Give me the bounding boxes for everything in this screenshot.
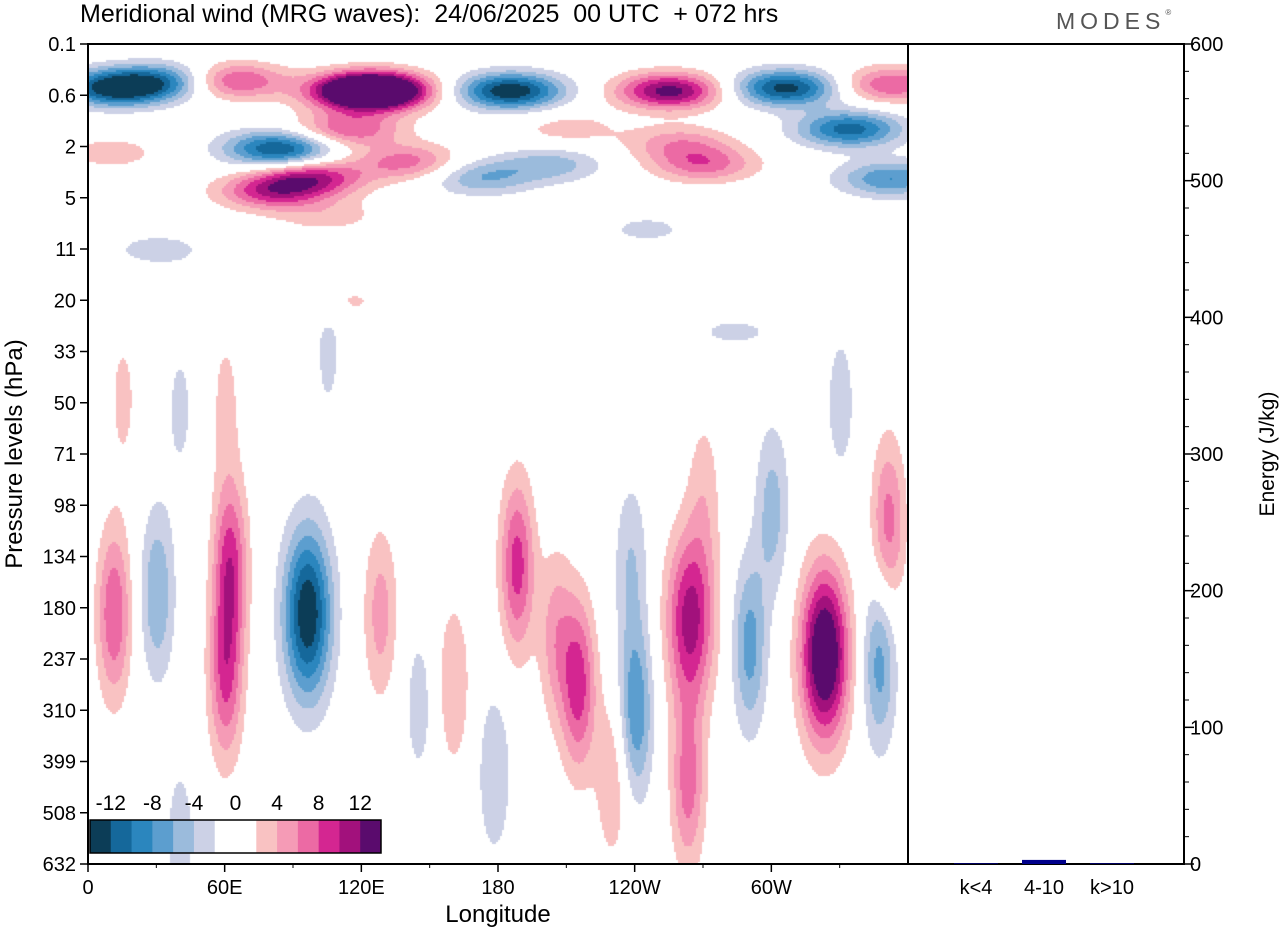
colorbar-swatch bbox=[193, 820, 216, 853]
y-tick-label: 399 bbox=[43, 752, 76, 774]
x-axis-label: Longitude bbox=[445, 901, 550, 928]
y-tick-label: 0.6 bbox=[48, 85, 76, 107]
colorbar-legend: -12 -8 -4 0 4 8 12 bbox=[89, 792, 382, 854]
chart-title: Meridional wind (MRG waves): 24/06/2025 … bbox=[80, 0, 779, 28]
x-tick-label: 0 bbox=[82, 877, 93, 899]
colorbar-swatch bbox=[235, 820, 257, 853]
colorbar-label: -4 bbox=[185, 792, 204, 815]
energy-category-label: 4-10 bbox=[1024, 877, 1064, 899]
modes-logo: MODES® bbox=[1056, 8, 1172, 34]
colorbar-swatch bbox=[131, 820, 153, 853]
colorbar-swatch bbox=[152, 820, 174, 853]
logo-text: MODES bbox=[1056, 8, 1166, 34]
y-tick-label: 50 bbox=[54, 393, 76, 415]
y-tick-label: 237 bbox=[43, 649, 76, 671]
y-tick-label: 20 bbox=[54, 290, 76, 312]
energy-category-label: k>10 bbox=[1090, 877, 1134, 899]
colorbar-swatch bbox=[318, 820, 340, 853]
colorbar-swatch bbox=[173, 820, 195, 853]
energy-bar bbox=[1090, 863, 1134, 864]
x-tick-label: 120E bbox=[338, 877, 385, 899]
colorbar-swatch bbox=[297, 820, 320, 853]
colorbar-label: -8 bbox=[143, 792, 162, 815]
colorbar-label: -12 bbox=[96, 792, 126, 815]
energy-bar bbox=[954, 863, 998, 864]
energy-tick-label: 300 bbox=[1190, 444, 1223, 466]
colorbar-label: 4 bbox=[271, 792, 283, 815]
y-tick-label: 33 bbox=[54, 342, 76, 364]
longitude-axis: 0 60E 120E 180 120W 60W bbox=[82, 864, 841, 899]
energy-tick-label: 100 bbox=[1190, 717, 1223, 739]
y-tick-label: 310 bbox=[43, 700, 76, 722]
pressure-axis: 0.1 0.6 2 5 11 20 33 50 71 98 134 180 237 310 399 508 63… bbox=[43, 34, 88, 876]
y-tick-label: 2 bbox=[65, 137, 76, 159]
colorbar-label: 12 bbox=[349, 792, 372, 815]
y-tick-label: 632 bbox=[43, 854, 76, 876]
colorbar-swatch bbox=[90, 820, 112, 853]
colorbar-swatch bbox=[110, 820, 133, 853]
colorbar-swatch bbox=[214, 820, 236, 853]
energy-frame bbox=[907, 43, 1185, 865]
energy-bar bbox=[1022, 859, 1066, 864]
energy-tick-label: 0 bbox=[1190, 854, 1201, 876]
y-tick-label: 508 bbox=[43, 803, 76, 825]
y-tick-label: 11 bbox=[55, 239, 76, 261]
colorbar-border bbox=[89, 819, 382, 854]
x-tick-label: 60E bbox=[207, 877, 243, 899]
y-tick-label: 134 bbox=[43, 547, 76, 569]
y-tick-label: 71 bbox=[54, 444, 76, 466]
y-tick-label: 5 bbox=[65, 188, 76, 210]
energy-axis: 0 100 200 300 400 500 600 bbox=[1184, 34, 1223, 876]
energy-axis-label: Energy (J/kg) bbox=[1256, 392, 1279, 517]
x-tick-label: 120W bbox=[609, 877, 661, 899]
x-tick-label: 180 bbox=[481, 877, 514, 899]
y-tick-label: 0.1 bbox=[48, 34, 76, 56]
y-tick-label: 98 bbox=[54, 495, 76, 517]
colorbar-label: 8 bbox=[313, 792, 325, 815]
colorbar-swatch bbox=[339, 820, 361, 853]
energy-tick-label: 400 bbox=[1190, 307, 1223, 329]
colorbar-swatch bbox=[277, 820, 299, 853]
colorbar-swatch bbox=[256, 820, 278, 853]
heatmap-field bbox=[88, 44, 908, 864]
colorbar-swatch bbox=[360, 820, 382, 853]
energy-tick-label: 500 bbox=[1190, 171, 1223, 193]
energy-category-label: k<4 bbox=[960, 877, 993, 899]
heatmap-contours bbox=[88, 44, 908, 864]
y-axis-label: Pressure levels (hPa) bbox=[1, 339, 28, 568]
x-tick-label: 60W bbox=[751, 877, 792, 899]
y-tick-label: 180 bbox=[43, 598, 76, 620]
colorbar-label: 0 bbox=[230, 792, 242, 815]
energy-tick-label: 600 bbox=[1190, 34, 1223, 56]
energy-tick-label: 200 bbox=[1190, 581, 1223, 603]
energy-bars: k<4 4-10 k>10 bbox=[954, 859, 1134, 899]
